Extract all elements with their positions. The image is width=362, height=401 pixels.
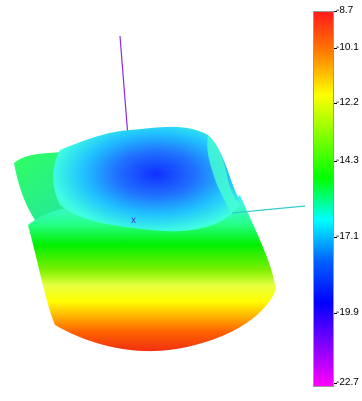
surface-right-crest <box>207 135 240 214</box>
colorbar-tick-label: -8.7 <box>333 5 354 16</box>
colorbar-tick-label: -14.3 <box>334 155 359 166</box>
surface-main-body <box>28 195 276 352</box>
origin-marker: x <box>131 215 136 226</box>
colorbar-tick-label: -12.2 <box>334 97 359 108</box>
colorbar-scale <box>313 11 334 387</box>
colorbar-tick-label: -10.1 <box>334 42 359 53</box>
colorbar-tick-label: -22.7 <box>334 377 359 388</box>
colorbar-tick-label: -17.1 <box>334 231 359 242</box>
surface-top-dome <box>53 126 240 232</box>
horizontal-axis-line <box>231 205 306 214</box>
colorbar-tick-label: -19.9 <box>334 307 359 318</box>
